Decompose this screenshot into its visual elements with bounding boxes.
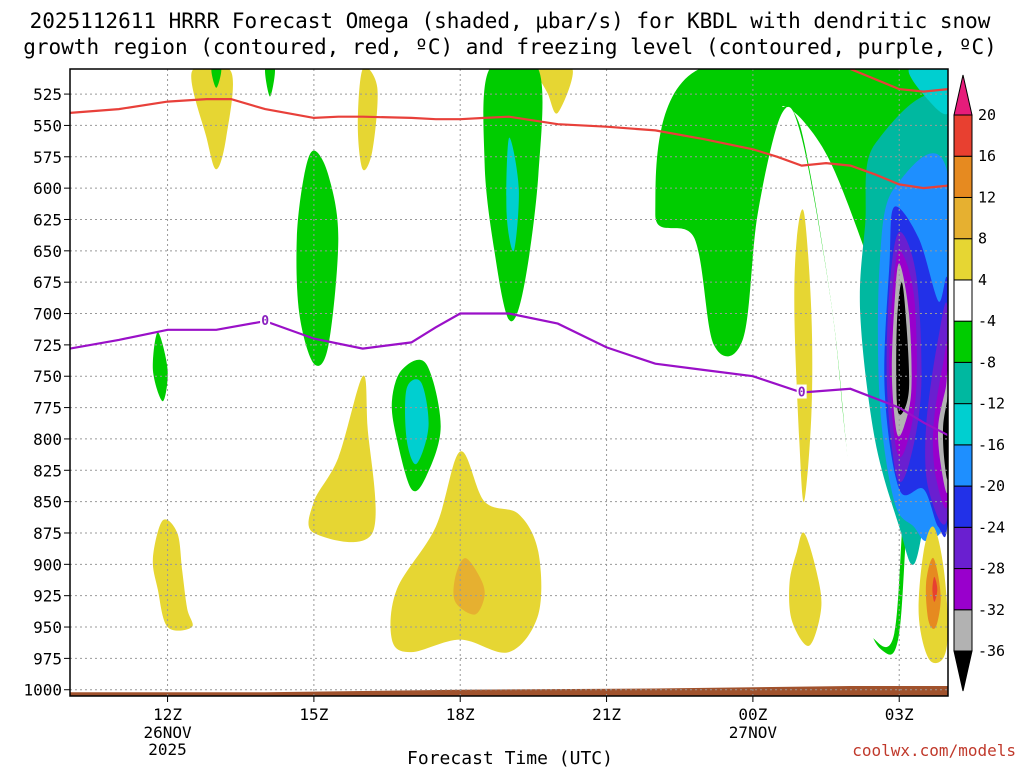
dgz-contour-dgz-bottom [849,69,948,93]
x-tick-label: 03Z [885,705,914,724]
ground-band [70,685,948,696]
omega-region [782,106,914,648]
y-tick-label: 950 [33,618,62,637]
y-tick-label: 825 [33,461,62,480]
y-tick-label: 675 [33,273,62,292]
x-tick-label: 15Z [299,705,328,724]
x-axis-label: Forecast Time (UTC) [407,748,613,768]
y-tick-label: 550 [33,116,62,135]
colorbar-label: -8 [978,353,996,371]
colorbar-box [953,485,973,528]
omega-region [453,558,485,615]
omega-shading [152,69,948,664]
y-tick-label: 600 [33,179,62,198]
colorbar-label: -32 [978,601,1005,619]
colorbar-label: -12 [978,395,1005,413]
x-tick-label: 18Z [446,705,475,724]
y-tick-label: 575 [33,148,62,167]
omega-region [152,519,193,631]
freezing-level-contour [70,312,948,437]
colorbar-label: -16 [978,436,1005,454]
omega-region [390,451,542,653]
freezing-label-bg [260,313,271,328]
colorbar-box [953,114,973,157]
colorbar-box [953,403,973,446]
y-tick-label: 1000 [23,681,62,700]
colorbar-box [953,444,973,487]
omega-region [357,69,378,171]
credit-text: coolwx.com/models [852,741,1016,760]
y-tick-label: 800 [33,430,62,449]
freezing-level-label: 0 [798,386,806,401]
colorbar-box [953,568,973,611]
colorbar-box [953,196,973,240]
colorbar-label: -24 [978,518,1005,536]
colorbar-box [953,609,973,652]
colorbar-label: 16 [978,147,996,165]
y-tick-label: 725 [33,336,62,355]
ground-surface [70,685,948,696]
colorbar-label: 12 [978,188,996,206]
colorbar-upper-triangle [953,74,973,116]
colorbar-box [953,238,973,281]
y-tick-label: 900 [33,555,62,574]
x-tick-label: 21Z [592,705,621,724]
y-axis-pressure: 525 550 575 600 625 650 675 700 725 750 775 800 825 8… [23,85,70,700]
x-tick-label: 12Z [153,705,182,724]
colorbar-box [953,526,973,570]
freezing-label-bg [796,384,807,399]
plot-frame [69,68,949,697]
chart-title-line1: 2025112611 HRRR Forecast Omega (shaded, … [30,9,991,33]
plot-area: 00 [69,68,949,697]
colorbar-label: -20 [978,477,1005,495]
y-tick-label: 850 [33,493,62,512]
colorbar-box [953,361,973,405]
omega-region [405,379,429,465]
omega-region [537,69,573,114]
y-tick-label: 525 [33,85,62,104]
colorbar-box [953,320,973,363]
x-tick-date: 27NOV [729,723,778,742]
omega-region [506,137,519,252]
y-tick-label: 625 [33,210,62,229]
colorbar-lower-triangle [953,650,973,692]
colorbar-label: 4 [978,271,987,289]
y-tick-label: 875 [33,524,62,543]
y-tick-label: 650 [33,242,62,261]
omega-region [211,69,222,88]
omega-region [152,332,168,402]
y-tick-label: 700 [33,305,62,324]
x-tick-label: 00Z [738,705,767,724]
colorbar-label: -28 [978,560,1005,578]
x-tick-year: 2025 [148,740,187,759]
colorbar-box [953,155,973,198]
colorbar-label: 8 [978,230,987,248]
freezing-level-label: 0 [261,314,269,329]
contour-lines: 00 [70,69,948,437]
omega-region [296,150,339,366]
gridlines [70,69,948,696]
omega-region [794,209,813,502]
colorbar: -36 -32 -28 -24 -20 -16 -12 -8 -4 4 8 12 16 20 [953,74,1005,692]
colorbar-label: -36 [978,642,1005,660]
chart-title-line2: growth region (contoured, red, ºC) and f… [23,35,997,59]
dgz-contour-dgz-top [70,98,948,190]
omega-region [308,375,376,543]
omega-region [789,532,822,646]
colorbar-label: -4 [978,312,996,330]
colorbar-label: 20 [978,106,996,124]
omega-region [265,69,275,97]
y-tick-label: 925 [33,587,62,606]
colorbar-box [953,279,973,322]
y-tick-label: 775 [33,399,62,418]
y-tick-label: 975 [33,649,62,668]
x-tick-date: 26NOV [143,723,192,742]
y-tick-label: 750 [33,367,62,386]
